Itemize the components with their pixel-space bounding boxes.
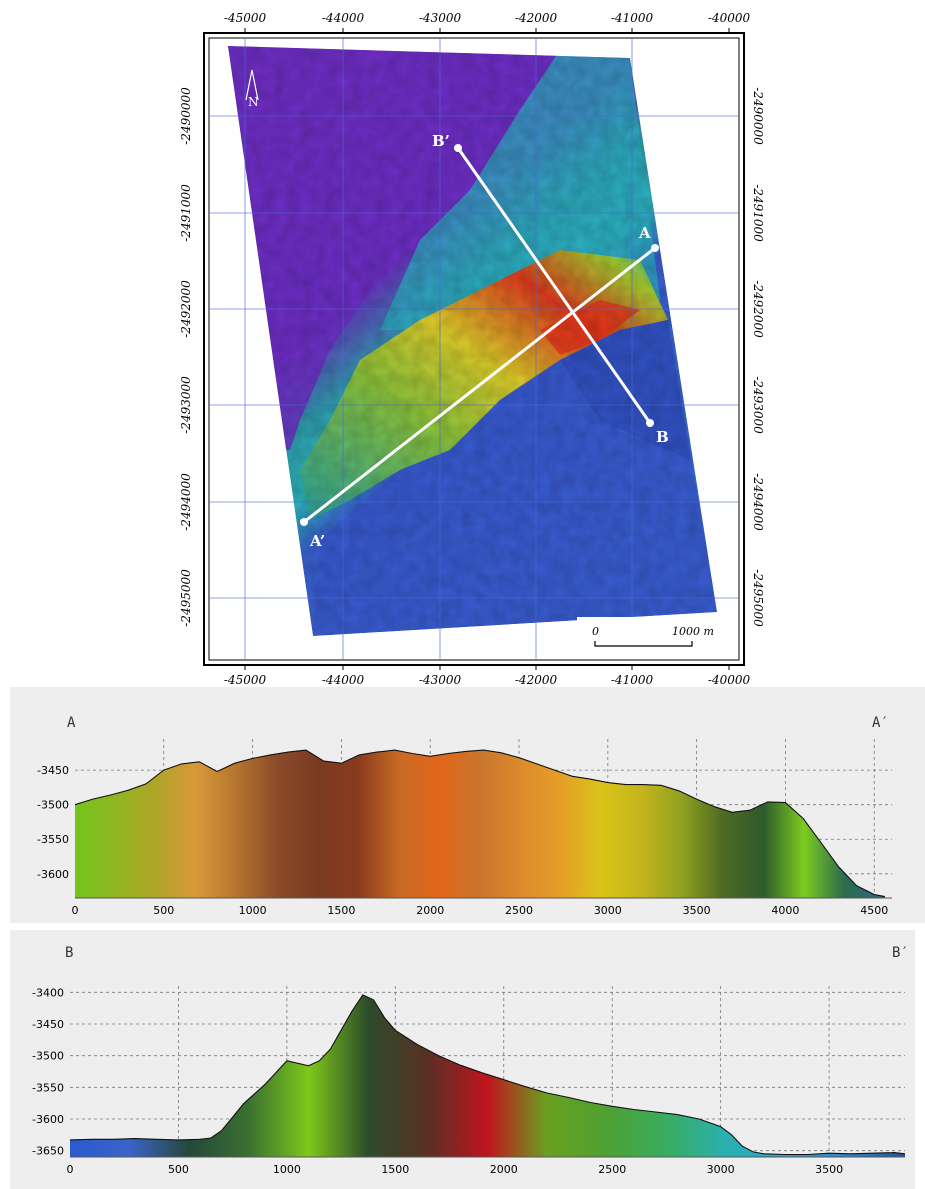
- y-tick-label: -3650: [32, 1145, 64, 1158]
- map-frame-outer: [203, 32, 745, 666]
- x-tick-label: 3500: [815, 1163, 843, 1176]
- x-tick-label: 2500: [598, 1163, 626, 1176]
- profile-end-label-left: B: [65, 945, 73, 961]
- y-tick-label: -3550: [37, 833, 69, 846]
- y-tick-label: -3600: [37, 868, 69, 881]
- map-x-tick-bottom: -42000: [515, 673, 558, 687]
- profile-area: [75, 750, 885, 898]
- x-tick-label: 1000: [273, 1163, 301, 1176]
- y-tick-label: -3450: [32, 1018, 64, 1031]
- label-a: A: [638, 224, 651, 242]
- x-tick-label: 3500: [683, 904, 711, 917]
- profile-end-label-left: A: [67, 715, 76, 731]
- y-tick-label: -3550: [32, 1081, 64, 1094]
- map-y-tick-left: -2490000: [179, 87, 193, 145]
- plot-outline: [69, 994, 906, 1158]
- north-arrow-icon: N: [245, 69, 259, 109]
- x-tick-label: 0: [72, 904, 79, 917]
- x-tick-label: 3000: [707, 1163, 735, 1176]
- scale-bar: 0 1000 m: [577, 617, 720, 659]
- map-y-tick-right: -2493000: [751, 376, 765, 434]
- map-y-tick-left: -2493000: [179, 376, 193, 434]
- x-tick-label: 4500: [860, 904, 888, 917]
- plot-axis-labels: 0 500 1000 1500 2000 2500 3000 3500 -3400 -3450 -3…: [32, 986, 843, 1176]
- map-x-tick-top: -42000: [515, 11, 558, 25]
- map-grid: [209, 38, 739, 660]
- profile-end-label-right: A′: [872, 715, 889, 731]
- profile-line: [69, 994, 906, 1156]
- map-y-tick-right: -2491000: [751, 184, 765, 242]
- label-b: B: [656, 428, 669, 446]
- map-x-tick-bottom: -43000: [419, 673, 462, 687]
- x-tick-label: 2500: [505, 904, 533, 917]
- map-y-tick-right: -2494000: [751, 473, 765, 531]
- map-y-tick-left: -2495000: [179, 569, 193, 627]
- y-tick-label: -3500: [32, 1050, 64, 1063]
- x-tick-label: 1000: [239, 904, 267, 917]
- plot-fill: [75, 750, 885, 898]
- map-y-tick-left: -2492000: [179, 280, 193, 338]
- profile-area: [70, 994, 905, 1157]
- map-y-tick-right: -2492000: [751, 280, 765, 338]
- map-y-tick-left: -2494000: [179, 473, 193, 531]
- label-b-prime: B’: [432, 132, 450, 150]
- map-y-tick-left: -2491000: [179, 184, 193, 242]
- x-tick-label: 500: [168, 1163, 189, 1176]
- north-arrow-letter: N: [248, 95, 259, 109]
- map-x-tick-top: -40000: [708, 11, 751, 25]
- label-a-prime: A’: [309, 532, 325, 550]
- y-tick-label: -3400: [32, 986, 64, 999]
- x-tick-label: 2000: [416, 904, 444, 917]
- plot-outline: [74, 749, 892, 899]
- map-x-tick-top: -45000: [224, 11, 267, 25]
- map-x-tick-bottom: -44000: [322, 673, 365, 687]
- map-ticks: [244, 28, 730, 670]
- x-tick-label: 3000: [594, 904, 622, 917]
- profile-line-aa: [300, 244, 659, 526]
- x-tick-label: 4000: [771, 904, 799, 917]
- profile-chart-bb: B B′ 0 500 1000 1500 2000 2500 3000 3500 -3400 -3…: [10, 930, 915, 1189]
- bathymetry-map: -45000 -44000 -43000 -42000 -41000 -4000…: [179, 11, 765, 687]
- map-x-tick-top: -44000: [322, 11, 365, 25]
- x-tick-label: 500: [153, 904, 174, 917]
- plot-axis-labels: 0 500 1000 1500 2000 2500 3000 3500 4000 4500 -345…: [37, 764, 888, 917]
- map-x-tick-bottom: -45000: [224, 673, 267, 687]
- y-tick-label: -3600: [32, 1113, 64, 1126]
- map-y-tick-right: -2490000: [751, 87, 765, 145]
- map-x-tick-bottom: -41000: [611, 673, 654, 687]
- profile-line: [74, 749, 886, 898]
- map-x-tick-top: -41000: [611, 11, 654, 25]
- x-tick-label: 2000: [490, 1163, 518, 1176]
- bathymetry-strip: [228, 46, 717, 636]
- x-tick-label: 0: [67, 1163, 74, 1176]
- profile-end-label-right: B′: [892, 945, 909, 961]
- map-y-tick-right: -2495000: [751, 569, 765, 627]
- map-x-tick-top: -43000: [419, 11, 462, 25]
- scale-bar-start: 0: [592, 625, 599, 638]
- y-tick-label: -3500: [37, 799, 69, 812]
- x-tick-label: 1500: [381, 1163, 409, 1176]
- map-frame-inner: [208, 37, 740, 661]
- plot-fill: [70, 994, 905, 1157]
- scale-bar-end: 1000 m: [672, 625, 714, 638]
- y-tick-label: -3450: [37, 764, 69, 777]
- x-tick-label: 1500: [327, 904, 355, 917]
- map-x-tick-bottom: -40000: [708, 673, 751, 687]
- profile-line-bb: [454, 144, 654, 427]
- profile-chart-aa: A A′ 0 500 1000 1500 2000 2500 3000 3500 4000 450…: [10, 687, 925, 923]
